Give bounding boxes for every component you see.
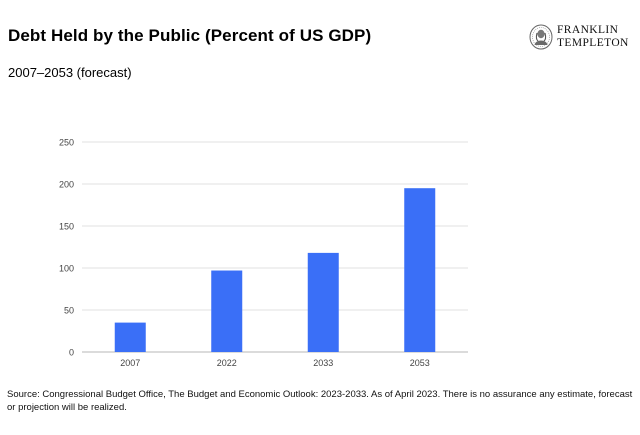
y-tick-label-50: 50: [64, 306, 74, 316]
logo-line-2: TEMPLETON: [557, 36, 629, 49]
bar-2022: [211, 270, 243, 352]
logo-line-1: FRANKLIN: [557, 24, 619, 36]
x-tick-label-2022: 2022: [217, 358, 237, 368]
y-tick-label-100: 100: [59, 264, 74, 274]
franklin-templeton-logo: FRANKLIN TEMPLETON: [528, 24, 634, 50]
x-tick-label-2033: 2033: [313, 358, 333, 368]
x-tick-label-2007: 2007: [120, 358, 140, 368]
y-tick-label-200: 200: [59, 180, 74, 190]
bar-2053: [404, 188, 436, 352]
page-subtitle: 2007–2053 (forecast): [8, 65, 132, 80]
x-tick-label-2053: 2053: [410, 358, 430, 368]
franklin-portrait-icon: [529, 24, 553, 50]
y-tick-label-150: 150: [59, 222, 74, 232]
y-tick-label-0: 0: [69, 348, 74, 358]
page-title: Debt Held by the Public (Percent of US G…: [8, 26, 372, 45]
y-tick-label-250: 250: [59, 138, 74, 148]
source-note: Source: Congressional Budget Office, The…: [7, 389, 633, 413]
bar-2033: [307, 252, 339, 352]
bar-2007: [114, 322, 146, 352]
bar-chart: 0 50 100 150 200 250 2007 2022 2033 2053: [59, 138, 468, 368]
